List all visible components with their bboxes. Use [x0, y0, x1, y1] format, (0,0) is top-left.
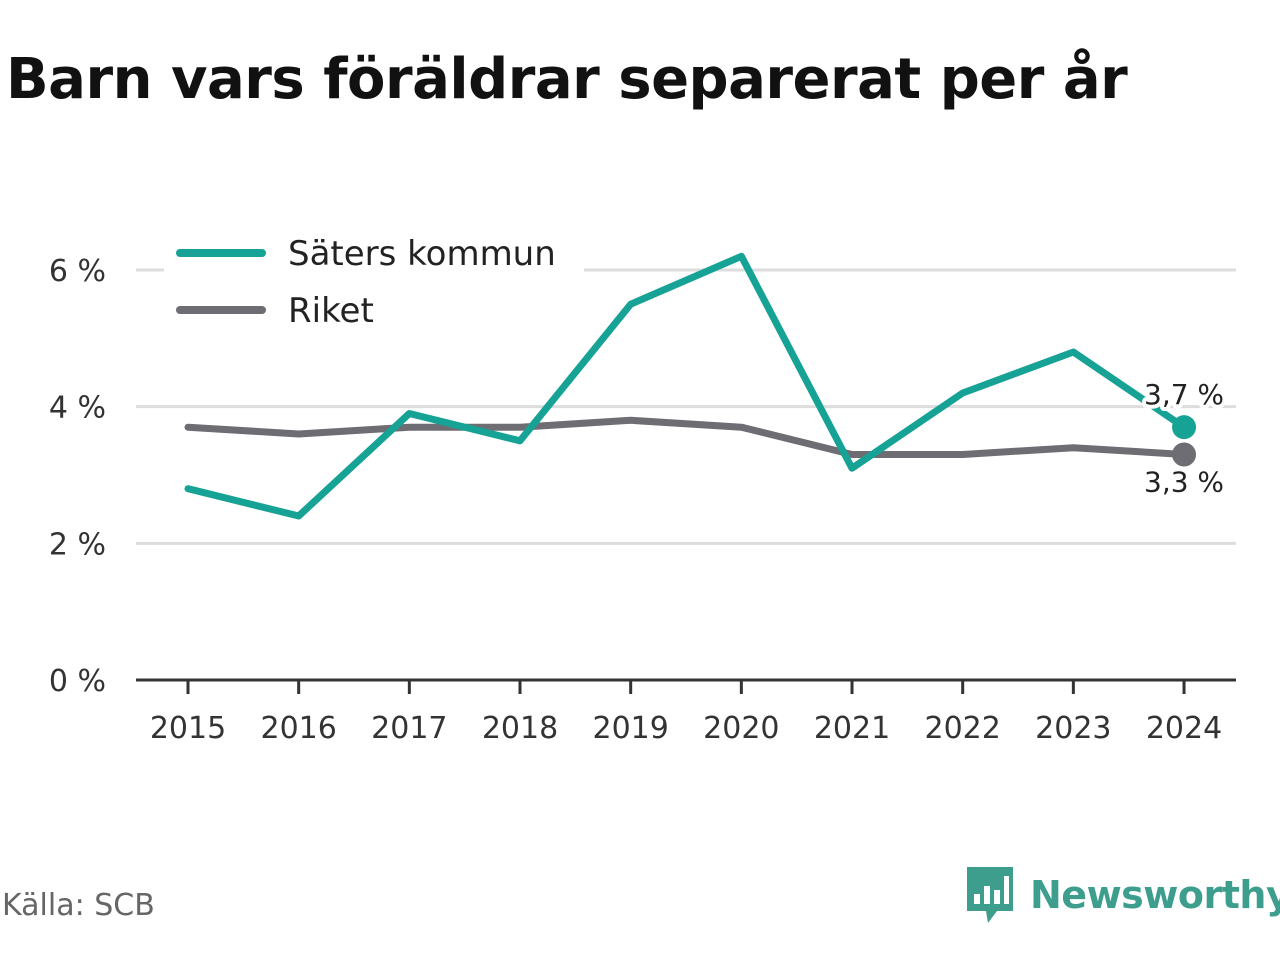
data-labels: 3,7 % 3,3 %: [1140, 374, 1228, 502]
x-tick-label-4: 2019: [593, 711, 669, 746]
x-tick-label-9: 2024: [1146, 711, 1222, 746]
x-tick-label-6: 2021: [814, 711, 890, 746]
y-tick-label-0: 0 %: [49, 664, 106, 699]
brand-name: Newsworthy: [1030, 873, 1280, 917]
x-tick-label-3: 2018: [482, 711, 558, 746]
y-tick-label-1: 2 %: [49, 527, 106, 562]
newsworthy-logo-icon: [967, 867, 1013, 923]
legend-background: [164, 226, 584, 336]
x-tick-label-7: 2022: [925, 711, 1001, 746]
data-point-1-9: [1172, 442, 1197, 467]
legend: Säters kommun Riket: [164, 226, 584, 336]
y-tick-label-3: 6 %: [49, 254, 106, 289]
brand-logo: Newsworthy: [964, 862, 1280, 928]
series-line-1: [184, 416, 1188, 458]
legend-label-1: Riket: [288, 291, 374, 331]
series-line-0: [184, 252, 1188, 520]
y-tick-label-2: 4 %: [49, 391, 106, 426]
end-label-0: 3,7 %: [1144, 378, 1224, 411]
x-tick-label-2: 2017: [371, 711, 447, 746]
x-tick-label-0: 2015: [150, 711, 226, 746]
chart-title: Barn vars föräldrar separerat per år: [6, 47, 1128, 112]
x-tick-label-5: 2020: [703, 711, 779, 746]
series: [184, 252, 1197, 520]
x-tick-label-8: 2023: [1035, 711, 1111, 746]
data-point-0-9: [1172, 415, 1197, 440]
end-label-1: 3,3 %: [1144, 466, 1224, 499]
source-note: Källa: SCB: [2, 888, 155, 923]
x-tick-label-1: 2016: [260, 711, 336, 746]
axes: 0 % 2 % 4 % 6 % 2015 2016 2017 2018 2019 2020 2021…: [49, 254, 1236, 746]
legend-label-0: Säters kommun: [288, 234, 556, 274]
